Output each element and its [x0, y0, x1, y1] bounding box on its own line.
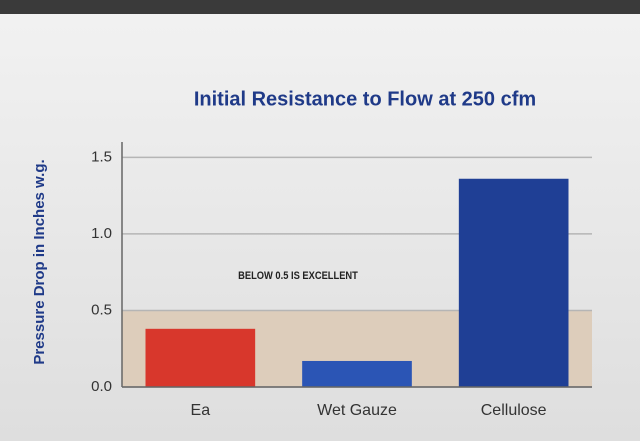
bar — [145, 328, 256, 387]
chart-title: Initial Resistance to Flow at 250 cfm — [194, 88, 536, 110]
x-tick-label: Wet Gauze — [317, 402, 397, 419]
top-edge — [0, 0, 640, 14]
x-tick-label: Cellulose — [481, 402, 547, 419]
bar — [302, 360, 412, 387]
bar — [458, 178, 569, 387]
x-tick-label: Ea — [191, 402, 211, 419]
band-label: BELOW 0.5 IS EXCELLENT — [238, 270, 358, 282]
y-tick-label: 1.5 — [91, 148, 112, 165]
y-tick-label: 1.0 — [91, 225, 112, 242]
y-tick-label: 0.5 — [91, 301, 112, 318]
y-axis-label: Pressure Drop in Inches w.g. — [31, 159, 48, 364]
y-tick-label: 0.0 — [91, 378, 112, 395]
